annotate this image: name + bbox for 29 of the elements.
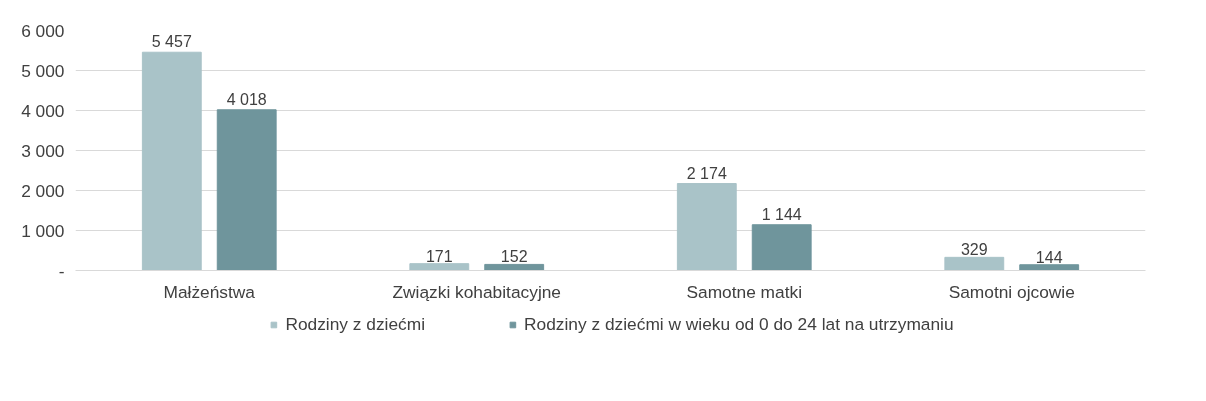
bar	[409, 263, 470, 271]
y-tick-label: 4 000	[21, 100, 65, 121]
x-tick-label: Związki kohabitacyjne	[392, 281, 562, 302]
y-tick-label: 3 000	[21, 140, 65, 161]
x-tick-label: Samotni ojcowie	[948, 281, 1075, 302]
data-label: 5 457	[151, 33, 192, 51]
bar	[944, 256, 1005, 271]
bar	[1019, 264, 1080, 271]
data-label: 2 174	[686, 164, 727, 182]
data-label: 329	[960, 241, 988, 259]
y-tick-label: 5 000	[21, 60, 65, 81]
data-label: 152	[500, 248, 528, 266]
data-label: 144	[1035, 248, 1063, 266]
y-tick-label: 2 000	[21, 180, 65, 201]
y-tick-label: -	[58, 260, 65, 281]
y-tick-label: 6 000	[21, 20, 65, 41]
bar	[484, 263, 545, 271]
x-tick-label: Małżeństwa	[163, 281, 256, 302]
data-label: 1 144	[761, 205, 802, 223]
data-label: 171	[425, 247, 453, 265]
y-tick-label: 1 000	[21, 220, 65, 241]
x-tick-label: Samotne matki	[686, 281, 803, 302]
legend-label: Rodziny z dziećmi w wieku od 0 do 24 lat na utrzymaniu	[524, 313, 954, 335]
legend-label: Rodziny z dziećmi	[285, 313, 426, 335]
data-label: 4 018	[226, 90, 267, 108]
bar	[676, 183, 737, 271]
bar	[751, 224, 812, 271]
bar	[216, 109, 277, 271]
bar	[141, 51, 202, 271]
